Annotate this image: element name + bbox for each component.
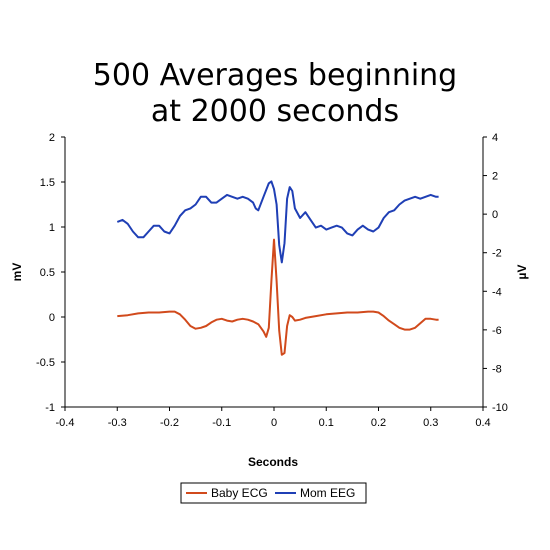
axes [61,136,487,411]
x-tick-label: -0.1 [212,417,231,429]
x-tick-label: 0.3 [423,417,438,429]
y-left-tick-label: 0.5 [40,267,55,279]
tick-labels: -0.4 -0.3 -0.2 -0.1 0 0.1 0.2 0.3 0.4 -1 -0.5 0 0.5 1… [36,132,508,429]
y-right-tick-label: 0 [492,209,498,221]
legend-box [180,482,367,504]
chart-title-line-1: 500 Averages beginning [92,58,458,93]
chart-title: 500 Averages beginning at 2000 seconds [0,58,550,130]
y-right-tick-label: -4 [492,286,502,298]
y-right-tick-label: 2 [492,171,498,183]
y-right-tick-label: -10 [492,402,508,414]
y-right-tick-label: -6 [492,325,502,337]
series-line-mom-eeg [116,180,439,264]
x-tick-label: 0 [271,417,277,429]
y-left-tick-label: 1 [49,222,55,234]
y-axis-label-left: mV [10,263,24,282]
y-right-tick-label: -2 [492,248,502,260]
y-right-tick-label: -8 [492,363,502,375]
legend-label-mom-eeg: Mom EEG [300,486,355,500]
y-left-tick-label: 1.5 [40,177,55,189]
series-line-baby-ecg [117,238,439,356]
x-tick-label: -0.4 [56,417,75,429]
y-left-tick-label: -1 [45,402,55,414]
x-tick-label: -0.3 [108,417,127,429]
y-axis-label-right: µV [515,265,529,280]
series-lines [116,180,439,356]
chart-title-line-2: at 2000 seconds [150,94,400,129]
x-tick-label: 0.1 [319,417,334,429]
y-left-tick-label: 2 [49,132,55,144]
y-left-tick-label: -0.5 [36,357,55,369]
x-tick-label: 0.4 [475,417,490,429]
x-axis-label: Seconds [248,455,298,469]
y-left-tick-label: 0 [49,312,55,324]
x-tick-label: -0.2 [160,417,179,429]
legend-label-baby-ecg: Baby ECG [211,486,268,500]
x-tick-label: 0.2 [371,417,386,429]
y-right-tick-label: 4 [492,132,498,144]
legend: Baby ECG Mom EEG [180,482,367,504]
